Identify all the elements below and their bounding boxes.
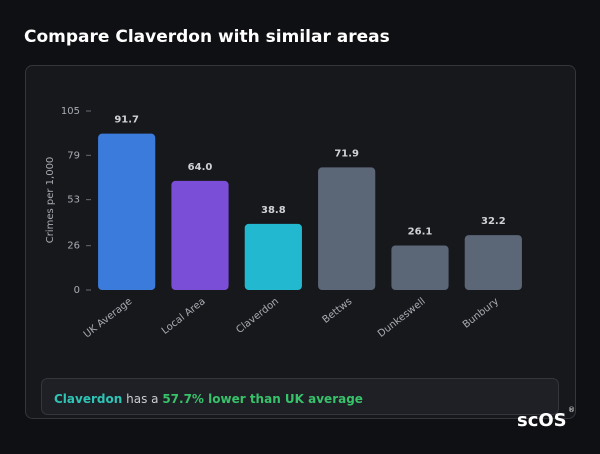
summary-text: has a <box>126 392 158 406</box>
summary-area: Claverdon <box>54 392 122 406</box>
y-tick-label: 0 <box>74 285 80 296</box>
summary: Claverdon has a 57.7% lower than UK aver… <box>54 392 363 406</box>
logo-mark: ® <box>568 406 575 414</box>
bar <box>318 167 376 290</box>
y-tick-label: 79 <box>67 150 80 161</box>
bar <box>391 245 449 290</box>
summary-highlight: 57.7% lower than UK average <box>162 392 363 406</box>
value-label: 26.1 <box>408 227 433 238</box>
chart-title: Compare Claverdon with similar areas <box>24 27 390 47</box>
value-label: 38.8 <box>261 205 286 216</box>
bar <box>98 133 156 290</box>
bar <box>464 235 522 290</box>
y-axis-label: Crimes per 1,000 <box>45 157 56 244</box>
bar <box>244 223 302 290</box>
bar <box>171 180 229 290</box>
y-tick-label: 53 <box>67 195 80 206</box>
value-label: 91.7 <box>114 115 139 126</box>
value-label: 32.2 <box>481 216 506 227</box>
y-tick-label: 105 <box>61 106 80 117</box>
summary-box <box>41 378 559 415</box>
y-tick-label: 26 <box>67 241 80 252</box>
value-label: 64.0 <box>188 162 213 173</box>
logo: scOS <box>517 410 567 431</box>
value-label: 71.9 <box>334 148 359 159</box>
